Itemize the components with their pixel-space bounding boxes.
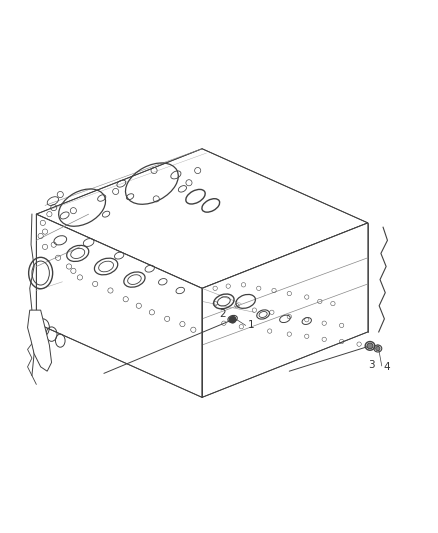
Text: 4: 4	[382, 362, 389, 372]
Text: 2: 2	[219, 310, 226, 319]
Polygon shape	[36, 214, 201, 398]
Text: 3: 3	[367, 360, 374, 370]
Ellipse shape	[366, 343, 372, 349]
Polygon shape	[201, 223, 367, 398]
Polygon shape	[28, 310, 51, 371]
Polygon shape	[36, 149, 367, 288]
Ellipse shape	[375, 346, 379, 351]
Text: 1: 1	[247, 320, 254, 330]
Circle shape	[229, 316, 236, 323]
